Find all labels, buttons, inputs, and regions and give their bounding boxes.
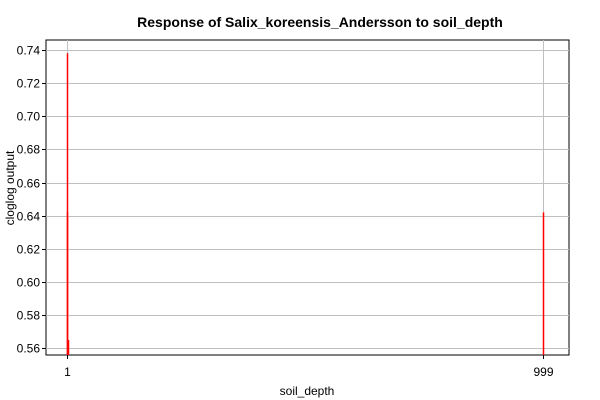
y-tick-label: 0.68 <box>17 143 41 157</box>
y-tick-label: 0.72 <box>17 77 41 91</box>
x-tick-label: 999 <box>533 365 553 379</box>
chart-title: Response of Salix_koreensis_Andersson to… <box>137 14 503 30</box>
y-tick-label: 0.62 <box>17 243 41 257</box>
x-axis-label: soil_depth <box>280 384 335 398</box>
y-tick-label: 0.64 <box>17 210 41 224</box>
y-tick-label: 0.74 <box>17 44 41 58</box>
series-response <box>66 53 545 355</box>
y-tick-label: 0.60 <box>17 276 41 290</box>
y-tick-label: 0.70 <box>17 110 41 124</box>
y-axis-label: cloglog output <box>3 150 17 225</box>
x-tick-label: 1 <box>64 365 71 379</box>
y-tick-label: 0.56 <box>17 342 41 356</box>
y-tick-label: 0.66 <box>17 177 41 191</box>
y-axis-ticks: 0.56 0.58 0.60 0.62 0.64 0.66 0.68 0.70 0.72 0.74 <box>17 44 46 356</box>
plot-area <box>45 39 570 356</box>
x-axis-ticks: 1 999 <box>64 355 554 379</box>
y-tick-label: 0.58 <box>17 309 41 323</box>
